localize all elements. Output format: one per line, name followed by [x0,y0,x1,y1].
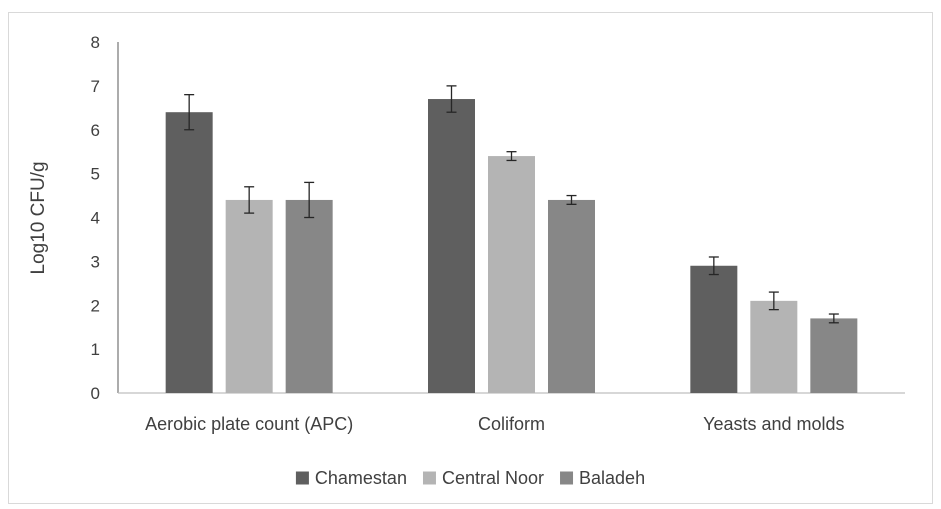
y-tick-label: 0 [91,384,100,403]
legend-label: Baladeh [579,468,645,488]
y-tick-label: 1 [91,340,100,359]
x-category-label: Aerobic plate count (APC) [145,414,353,434]
y-tick-label: 7 [91,77,100,96]
y-tick-label: 2 [91,296,100,315]
y-tick-label: 4 [91,209,100,228]
y-tick-label: 6 [91,121,100,140]
y-tick-label: 5 [91,165,100,184]
bar [488,156,535,393]
legend-swatch [422,471,436,485]
bar [225,199,273,393]
legend-swatch [560,471,574,485]
legend-swatch [295,471,309,485]
x-category-label: Yeasts and molds [703,414,844,434]
x-category-label: Coliform [478,414,545,434]
y-tick-label: 8 [91,33,100,52]
bar [690,265,738,393]
bar [285,199,333,393]
y-tick-label: 3 [91,252,100,271]
legend-label: Chamestan [315,468,407,488]
legend-label: Central Noor [442,468,544,488]
bar [428,99,475,393]
bar [750,300,798,393]
bar [548,199,595,393]
bar [165,112,213,393]
y-axis-title: Log10 CFU/g [28,161,49,274]
bar [810,318,858,393]
